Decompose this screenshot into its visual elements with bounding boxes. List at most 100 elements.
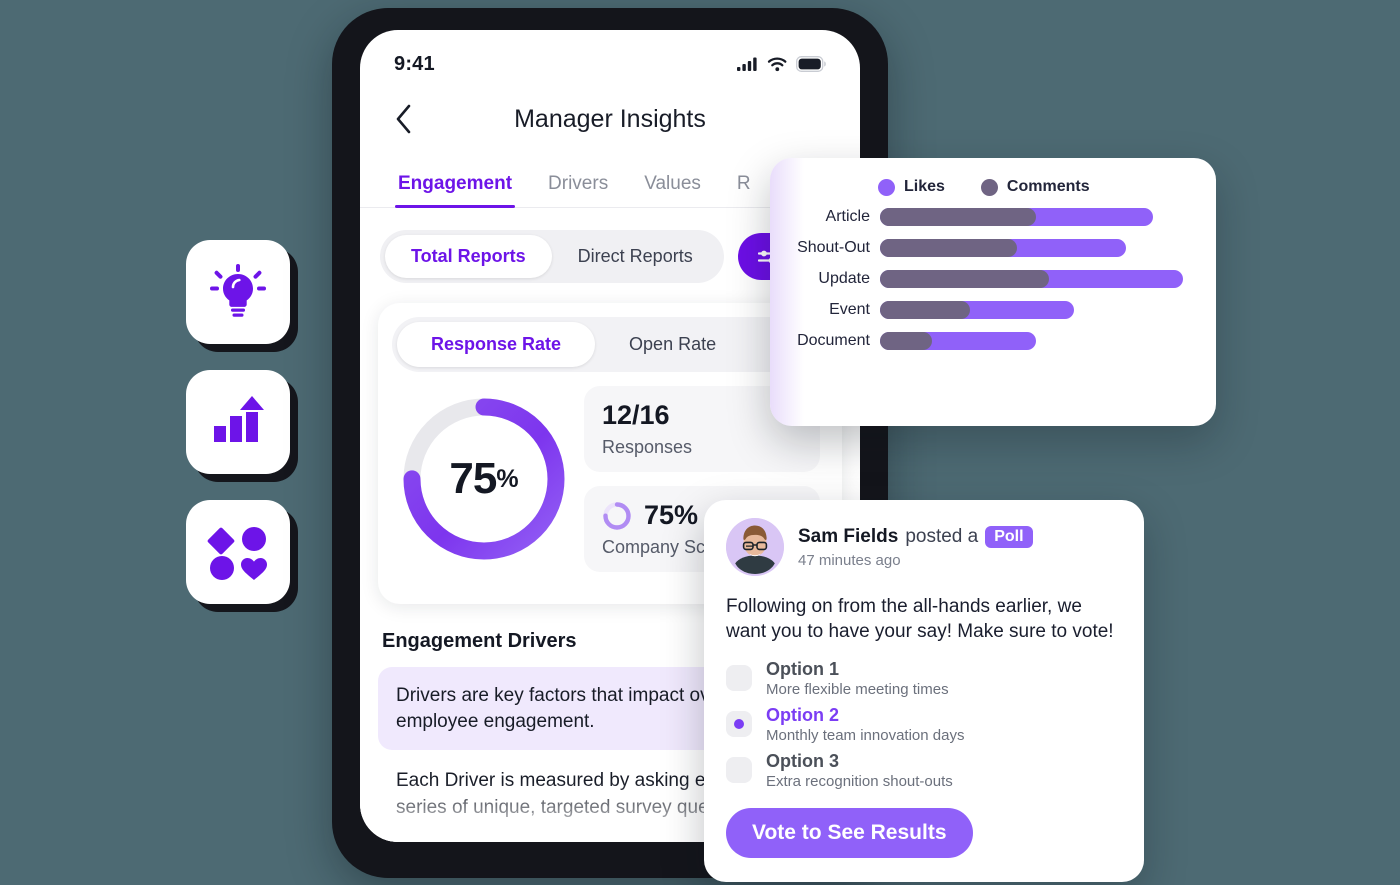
- list-item[interactable]: Option 1 More flexible meeting times: [726, 659, 1122, 698]
- seg-open-rate[interactable]: Open Rate: [629, 334, 717, 354]
- company-score-value: 75%: [644, 500, 699, 530]
- legend-label-comments: Comments: [1006, 178, 1090, 195]
- bar-part-comments: [880, 332, 932, 350]
- bar-row: Article: [792, 208, 1194, 226]
- donut-value: 75: [449, 454, 497, 503]
- poll-timestamp: 47 minutes ago: [798, 551, 901, 569]
- legend-dot-likes: [878, 178, 895, 196]
- response-rate-donut: 75 %: [400, 395, 568, 563]
- cellular-icon: [737, 57, 757, 71]
- list-item[interactable]: Option 3 Extra recognition shout-outs: [726, 751, 1122, 790]
- legend-dot-comments: [980, 178, 998, 196]
- rate-segmented: Response Rate Open Rate: [392, 317, 828, 372]
- lightbulb-icon: [210, 264, 266, 317]
- poll-body-text: Following on from the all-hands earlier,…: [726, 596, 1114, 643]
- legend-item-comments: Comments: [980, 178, 1090, 196]
- bar-track: [880, 239, 1194, 257]
- avatar: [726, 518, 784, 576]
- bar-category-label: Document: [797, 332, 870, 349]
- bar-row: Document: [792, 332, 1194, 350]
- donut-unit: %: [496, 464, 519, 493]
- status-time: 9:41: [394, 52, 435, 75]
- tab-engagement[interactable]: Engagement: [394, 173, 516, 208]
- bar-row: Update: [792, 270, 1194, 288]
- poll-option-title: Option 1: [766, 658, 839, 679]
- poll-option-title: Option 3: [766, 750, 839, 771]
- bar-category-label: Shout-Out: [797, 239, 870, 256]
- poll-option-subtitle: Monthly team innovation days: [766, 726, 965, 744]
- status-bar: 9:41: [360, 30, 860, 86]
- metrics-row: 75 % 12/16 Responses: [392, 372, 828, 590]
- chevron-left-icon: [396, 104, 410, 134]
- bar-track: [880, 208, 1194, 226]
- rate-card: Response Rate Open Rate: [378, 303, 842, 604]
- stat-column: 12/16 Responses 75% Company: [584, 386, 820, 572]
- poll-card: Sam Fields posted a Poll 47 minutes ago …: [704, 500, 1144, 882]
- poll-author-name: Sam Fields: [798, 525, 899, 547]
- engagement-drivers-title: Engagement Drivers: [382, 630, 577, 652]
- legend-label-likes: Likes: [904, 178, 945, 195]
- poll-option-text: Option 2 Monthly team innovation days: [766, 705, 964, 744]
- bar-part-comments: [880, 270, 1050, 288]
- seg-total-reports[interactable]: Total Reports: [385, 235, 552, 278]
- bar-category-label: Article: [825, 208, 870, 225]
- bar-category-label: Update: [818, 270, 870, 287]
- company-score-row: 75%: [602, 500, 802, 531]
- page-title: Manager Insights: [514, 104, 706, 133]
- bar-row: Event: [792, 301, 1194, 319]
- responses-value: 12/16: [602, 400, 670, 430]
- chart-bar-rows: Article Shout-Out Update: [792, 208, 1194, 350]
- nav-bar: Manager Insights: [360, 86, 860, 152]
- bar-row: Shout-Out: [792, 239, 1194, 257]
- donut-center-label: 75 %: [400, 395, 568, 563]
- poll-meta: Sam Fields posted a Poll 47 minutes ago: [798, 525, 1033, 569]
- poll-option-subtitle: Extra recognition shout-outs: [766, 772, 953, 790]
- bar-part-comments: [880, 208, 1036, 226]
- report-scope-segmented: Total Reports Direct Reports: [380, 230, 724, 283]
- poll-option-checkbox[interactable]: [726, 665, 752, 692]
- donut-chart-icon: [403, 398, 565, 560]
- tile-bar-chart[interactable]: [186, 370, 290, 474]
- poll-header: Sam Fields posted a Poll 47 minutes ago: [726, 518, 1122, 576]
- tab-values[interactable]: Values: [644, 173, 701, 194]
- status-badge: Poll: [985, 525, 1033, 548]
- back-button[interactable]: [382, 98, 424, 140]
- mini-ring-icon: [603, 501, 631, 530]
- company-score-label: Company Score: [602, 537, 732, 557]
- bar-track: [880, 301, 1194, 319]
- poll-verb: posted a: [905, 525, 979, 547]
- bar-track: [880, 332, 1194, 350]
- avatar-photo-icon: [726, 518, 784, 576]
- responses-label: Responses: [602, 437, 693, 457]
- poll-option-checkbox[interactable]: [726, 757, 752, 784]
- bar-chart-arrow-icon: [214, 396, 264, 442]
- tab-drivers[interactable]: Drivers: [548, 173, 609, 194]
- battery-icon: [796, 56, 826, 72]
- poll-option-title: Option 2: [766, 704, 839, 725]
- bar-part-comments: [880, 301, 971, 319]
- bar-track: [880, 270, 1194, 288]
- poll-option-text: Option 3 Extra recognition shout-outs: [766, 751, 953, 790]
- engagement-bar-chart-card: Likes Comments Article Shout-Out: [770, 158, 1216, 426]
- poll-author-line: Sam Fields posted a Poll: [798, 525, 1033, 548]
- list-item[interactable]: Option 2 Monthly team innovation days: [726, 705, 1122, 744]
- tab-bar: Engagement Drivers Values R: [360, 152, 860, 208]
- chart-inner: Likes Comments Article Shout-Out: [770, 158, 1216, 426]
- shapes-icon: [207, 527, 267, 580]
- bar-category-label: Event: [829, 301, 870, 318]
- tile-shapes[interactable]: [186, 500, 290, 604]
- wifi-icon: [767, 57, 787, 72]
- poll-option-text: Option 1 More flexible meeting times: [766, 659, 949, 698]
- poll-option-checkbox-selected[interactable]: [726, 711, 752, 738]
- seg-direct-reports[interactable]: Direct Reports: [577, 246, 693, 266]
- vote-button[interactable]: Vote to See Results: [726, 807, 973, 858]
- selected-dot-icon: [734, 719, 744, 730]
- legend-item-likes: Likes: [878, 178, 945, 196]
- seg-response-rate[interactable]: Response Rate: [397, 322, 596, 367]
- poll-option-subtitle: More flexible meeting times: [766, 680, 949, 698]
- poll-options: Option 1 More flexible meeting times Opt…: [726, 659, 1122, 790]
- tab-recognition[interactable]: R: [736, 173, 751, 194]
- status-icons: [737, 56, 826, 72]
- bar-part-comments: [880, 239, 1017, 257]
- tile-lightbulb[interactable]: [186, 240, 290, 344]
